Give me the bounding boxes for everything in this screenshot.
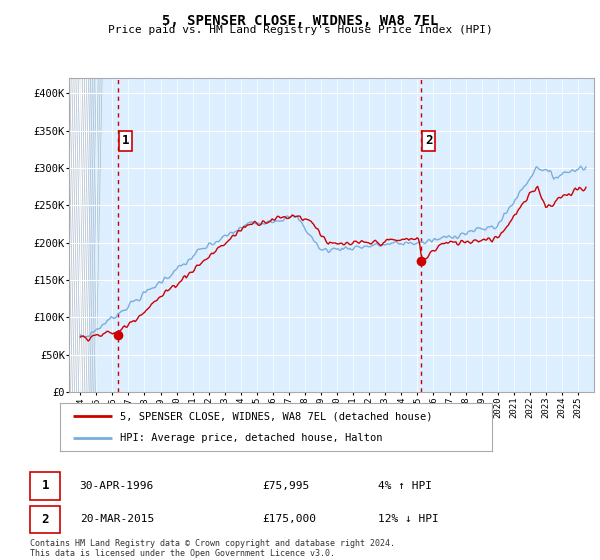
Text: HPI: Average price, detached house, Halton: HPI: Average price, detached house, Halt… bbox=[121, 433, 383, 443]
FancyBboxPatch shape bbox=[30, 506, 61, 533]
Text: 1: 1 bbox=[122, 134, 129, 147]
Text: 2: 2 bbox=[41, 513, 49, 526]
Text: £175,000: £175,000 bbox=[262, 515, 316, 524]
Text: 1: 1 bbox=[41, 479, 49, 492]
Text: £75,995: £75,995 bbox=[262, 481, 309, 491]
Bar bbox=[69, 78, 88, 392]
Text: 5, SPENSER CLOSE, WIDNES, WA8 7EL (detached house): 5, SPENSER CLOSE, WIDNES, WA8 7EL (detac… bbox=[121, 411, 433, 421]
Text: 4% ↑ HPI: 4% ↑ HPI bbox=[378, 481, 432, 491]
Text: Contains HM Land Registry data © Crown copyright and database right 2024.
This d: Contains HM Land Registry data © Crown c… bbox=[30, 539, 395, 558]
Text: Price paid vs. HM Land Registry's House Price Index (HPI): Price paid vs. HM Land Registry's House … bbox=[107, 25, 493, 35]
FancyBboxPatch shape bbox=[30, 472, 61, 500]
Text: 12% ↓ HPI: 12% ↓ HPI bbox=[378, 515, 439, 524]
Text: 2: 2 bbox=[425, 134, 432, 147]
Text: 5, SPENSER CLOSE, WIDNES, WA8 7EL: 5, SPENSER CLOSE, WIDNES, WA8 7EL bbox=[162, 14, 438, 28]
Text: 30-APR-1996: 30-APR-1996 bbox=[80, 481, 154, 491]
Text: 20-MAR-2015: 20-MAR-2015 bbox=[80, 515, 154, 524]
